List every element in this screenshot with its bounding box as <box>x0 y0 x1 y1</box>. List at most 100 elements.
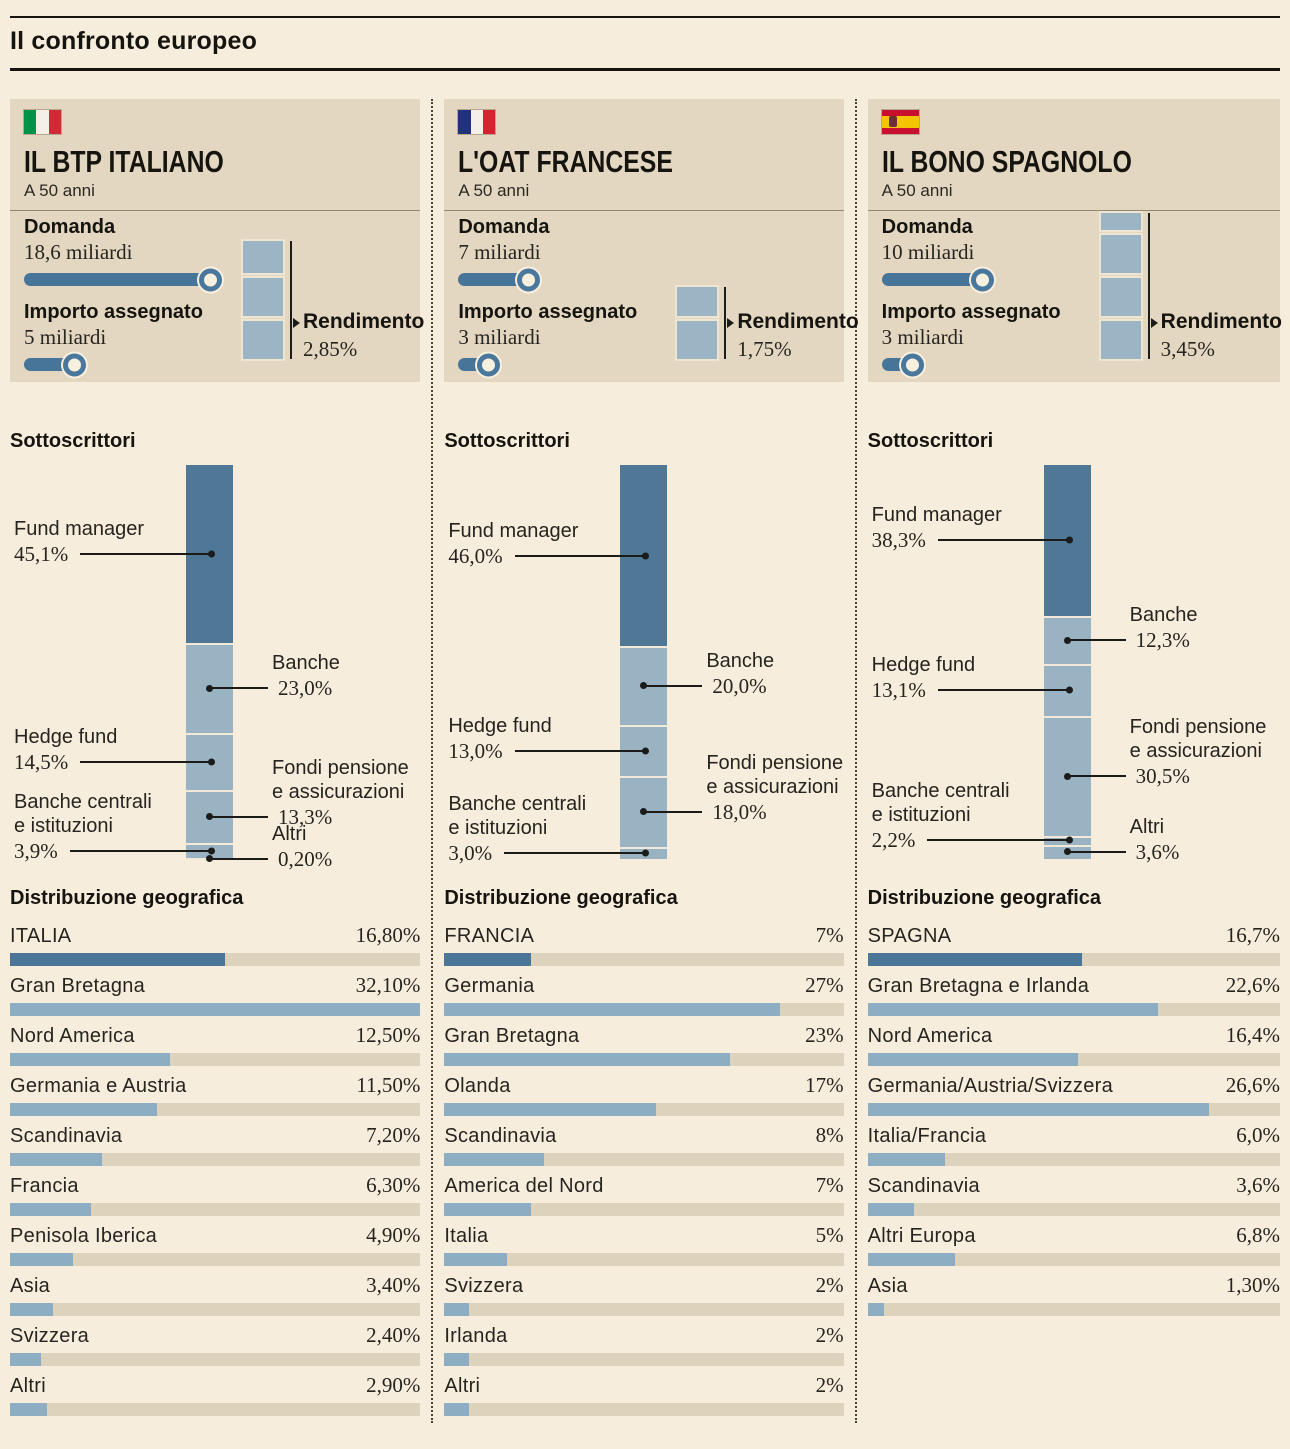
segment-label: Banche 23,0% <box>206 651 410 701</box>
domanda-value: 7 miliardi <box>458 240 541 264</box>
segment-value: 12,3% <box>1135 628 1190 653</box>
segment-value: 30,5% <box>1135 764 1190 789</box>
geo-name: Gran Bretagna <box>444 1025 580 1047</box>
segment-name: Banche <box>1129 604 1198 627</box>
geo-bar-fill <box>10 1103 157 1116</box>
segment-label: Banche 12,3% <box>1063 603 1268 653</box>
segment-name: Banche centrali <box>14 790 152 813</box>
geo-value: 2% <box>815 1373 844 1397</box>
geo-bar-track <box>10 1103 421 1116</box>
geo-value: 8% <box>815 1123 844 1147</box>
segment-label: Fondi pensione e assicurazioni 18,0% <box>640 751 844 825</box>
leader-dot <box>1063 848 1071 856</box>
bond-maturity: A 50 anni <box>881 181 953 200</box>
bond-panel-italia: IL BTP ITALIANO A 50 anni Domanda 18,6 mili… <box>10 99 424 382</box>
rendimento-value: 1,75% <box>737 337 792 361</box>
geo-name: Italia <box>444 1225 489 1247</box>
geo-bar-track <box>444 1153 844 1166</box>
rendimento: Rendimento 1,75% <box>727 310 859 362</box>
leader-dot <box>640 682 648 690</box>
rendimento: Rendimento 3,45% <box>1150 310 1282 362</box>
geo-name: Germania/Austria/Svizzera <box>867 1075 1114 1097</box>
geo-row: Gran Bretagna 23% <box>444 1023 844 1073</box>
leader-line <box>80 760 213 763</box>
segment-label: Hedge fund 14,5% <box>14 725 213 775</box>
flag-stripe <box>482 110 496 134</box>
geo-bar-track <box>10 1153 421 1166</box>
panel-divider <box>10 210 421 211</box>
gauge-square <box>1100 235 1141 273</box>
flag-stripe <box>36 110 49 134</box>
segment-label: Banche centrali e istituzioni 3,0% <box>448 792 648 866</box>
geo-bar-track <box>444 1003 844 1016</box>
segment-name: Banche centrali <box>448 793 587 816</box>
geo-row: Olanda 17% <box>444 1073 844 1123</box>
geo-bar-fill <box>10 1253 73 1266</box>
segment-label: Banche centrali e istituzioni 2,2% <box>872 779 1071 853</box>
importo-assegnato-label: Importo assegnato <box>458 301 638 323</box>
rendimento-value: 3,45% <box>1160 337 1215 361</box>
geo-name: Asia <box>10 1275 51 1297</box>
bond-title: IL BONO SPAGNOLO <box>881 144 1132 179</box>
geo-row: Svizzera 2,40% <box>10 1323 421 1373</box>
geo-row: Altri Europa 6,8% <box>867 1223 1280 1273</box>
bond-title: IL BTP ITALIANO <box>24 144 224 179</box>
bond-maturity: A 50 anni <box>458 181 530 200</box>
segment-name: e istituzioni <box>448 817 548 840</box>
geo-bar-track <box>10 1203 421 1216</box>
sottoscrittori-heading: Sottoscrittori <box>867 430 994 452</box>
geo-name: Asia <box>867 1275 908 1297</box>
leader-line <box>927 839 1071 842</box>
geo-bar-track <box>10 1303 421 1316</box>
geo-bar-track <box>10 1403 421 1416</box>
geo-bar-track <box>867 1003 1280 1016</box>
geo-row: Francia 6,30% <box>10 1173 421 1223</box>
geo-bar-track <box>444 1303 844 1316</box>
geo-name: Penisola Iberica <box>10 1225 158 1247</box>
geo-value: 5% <box>815 1223 844 1247</box>
leader-line <box>211 815 268 818</box>
flag-stripe <box>48 110 61 134</box>
geo-name: America del Nord <box>444 1175 604 1197</box>
geo-bar-track <box>444 953 844 966</box>
importo-assegnato: Importo assegnato 5 miliardi <box>24 300 236 376</box>
segment-name: e assicurazioni <box>1129 740 1262 763</box>
leader-line <box>69 849 213 852</box>
leader-dot <box>206 684 213 692</box>
geo-bar-fill <box>444 1053 731 1066</box>
geo-row: Asia 3,40% <box>10 1273 421 1323</box>
domanda-bar <box>24 268 222 291</box>
segment-name: Fund manager <box>871 504 1002 527</box>
geo-bar-fill <box>10 1203 91 1216</box>
geo-name: ITALIA <box>10 925 72 947</box>
rendimento-label: Rendimento <box>1160 310 1282 333</box>
geo-value: 16,80% <box>355 923 421 947</box>
geo-name: Gran Bretagna e Irlanda <box>867 975 1090 997</box>
geo-name: Altri Europa <box>867 1225 976 1247</box>
bond-maturity: A 50 anni <box>24 181 95 200</box>
domanda-label: Domanda <box>458 216 550 238</box>
geo-value: 22,6% <box>1225 973 1280 997</box>
bond-title: L'OAT FRANCESE <box>458 144 674 179</box>
geo-value: 6,8% <box>1236 1223 1280 1247</box>
leader-line <box>937 539 1071 542</box>
rendimento-label: Rendimento <box>737 310 859 333</box>
flag-stripe <box>24 110 37 134</box>
sottoscrittori-heading: Sottoscrittori <box>10 430 136 452</box>
geo-row: Gran Bretagna 32,10% <box>10 973 421 1023</box>
leader-line <box>1068 639 1126 642</box>
segment-name: Fondi pensione <box>706 751 844 774</box>
geo-name: SPAGNA <box>867 925 952 947</box>
segment-label: Fund manager 45,1% <box>14 517 213 567</box>
flag-stripe <box>458 110 471 134</box>
domanda-bar <box>458 268 541 291</box>
distribuzione-heading: Distribuzione geografica <box>444 887 678 909</box>
gauge-square <box>677 321 718 359</box>
geo-value: 7,20% <box>366 1123 421 1147</box>
geo-bar-track <box>444 1403 844 1416</box>
segment-label: Hedge fund 13,1% <box>872 653 1071 703</box>
geo-bar-track <box>867 1103 1280 1116</box>
leader-line <box>211 687 268 689</box>
geo-list-italia: ITALIA 16,80% Gran Bretagna 32,10% Nord Amer… <box>10 923 421 1423</box>
leader-dot <box>1063 772 1071 780</box>
